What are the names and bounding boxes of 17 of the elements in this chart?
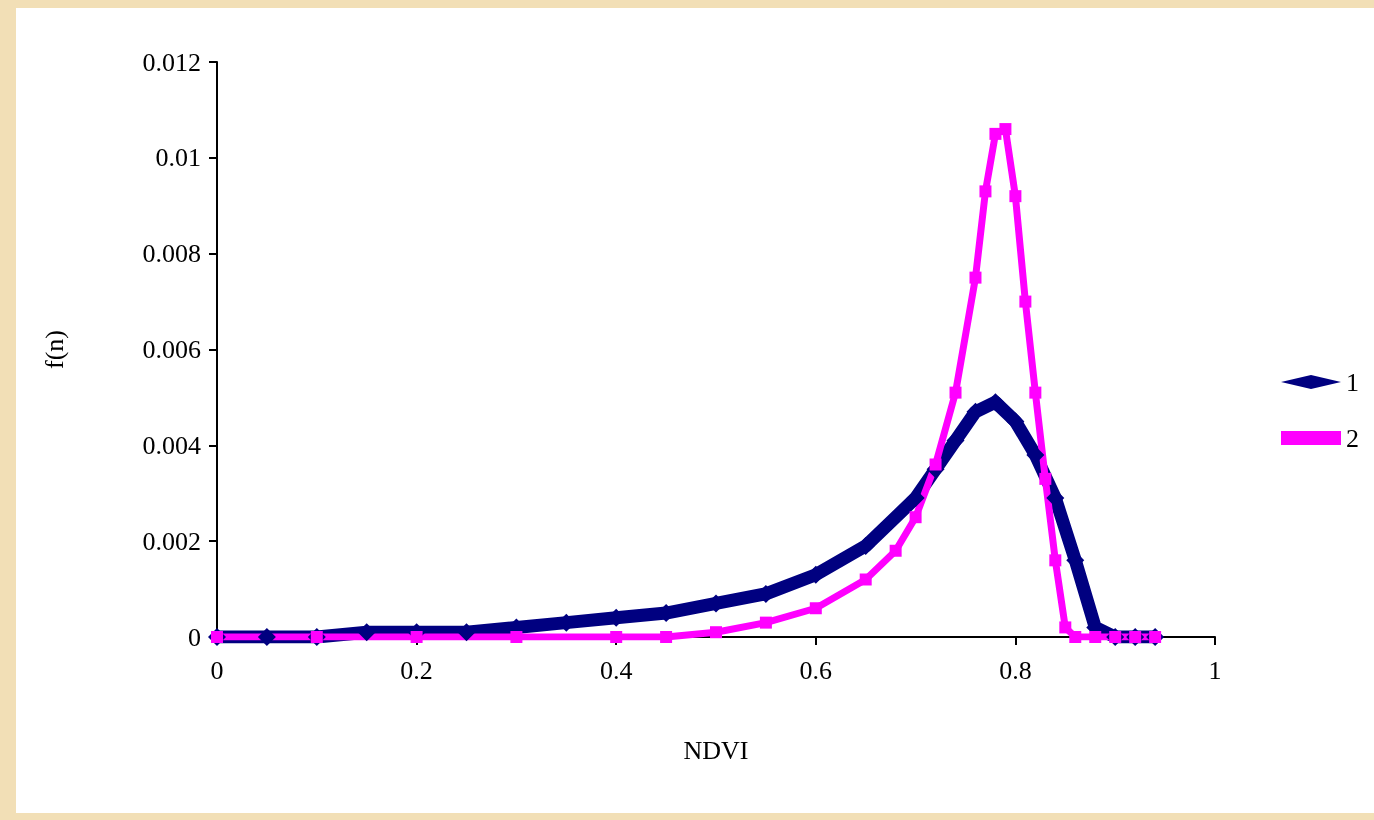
legend-label: 1 — [1346, 367, 1359, 397]
x-tick-label: 0.4 — [599, 655, 633, 685]
y-tick-label: 0.004 — [142, 430, 201, 460]
y-tick-label: 0.002 — [142, 526, 201, 556]
y-tick-label: 0.008 — [142, 239, 201, 269]
y-tick-label: 0.006 — [142, 335, 201, 364]
y-tick-label: 0 — [188, 622, 201, 652]
x-tick-label: 0.8 — [999, 655, 1032, 685]
y-tick-label: 0.01 — [155, 143, 201, 173]
x-axis-title: NDVI — [683, 735, 749, 765]
x-tick-label: 0.6 — [799, 655, 833, 685]
x-tick-label: 0 — [210, 655, 224, 685]
y-tick-label: 0.012 — [142, 47, 201, 77]
legend-label: 2 — [1346, 423, 1359, 453]
y-axis-title: f(n) — [39, 330, 69, 369]
x-tick-label: 0.2 — [400, 655, 433, 685]
x-tick-label: 1 — [1208, 655, 1222, 685]
